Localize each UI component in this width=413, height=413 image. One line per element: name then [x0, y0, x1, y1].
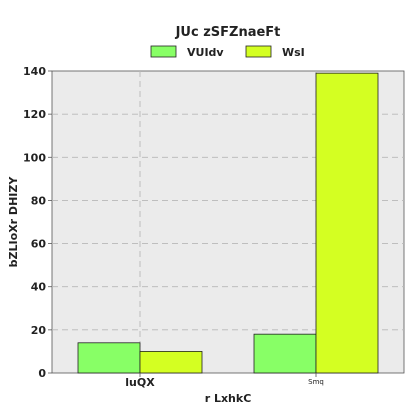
y-axis-label: bZLIoXr DHIZY [7, 176, 20, 268]
legend: VUIdv WsI [150, 45, 305, 59]
bar-1-luQX [77, 342, 141, 374]
y-tick-label: 60 [31, 238, 47, 251]
bar-2-luQX [139, 351, 203, 374]
x-axis-label: r LxhkC [205, 392, 252, 405]
y-axis-ticks: 0 20 40 60 80 100 120 140 [23, 65, 52, 380]
y-tick-label: 80 [31, 194, 47, 207]
y-tick-label: 20 [31, 324, 47, 337]
x-tick-label: Smq [308, 378, 324, 386]
y-tick-label: 0 [38, 367, 46, 380]
bar-1-Smq [253, 333, 317, 374]
y-tick-label: 120 [23, 108, 46, 121]
legend-label-series-2: WsI [282, 46, 305, 59]
chart-title: JUc zSFZnaeFt [175, 25, 281, 40]
y-tick-label: 100 [23, 151, 46, 164]
y-tick-label: 140 [23, 65, 46, 78]
legend-swatch-series-2 [245, 45, 272, 58]
x-tick-label: luQX [125, 376, 155, 389]
legend-label-series-1: VUIdv [187, 46, 224, 59]
bar-2-Smq [315, 72, 379, 374]
y-tick-label: 40 [31, 281, 47, 294]
x-axis-ticks: luQX Smq [125, 373, 324, 389]
legend-swatch-series-1 [150, 45, 177, 58]
bars [77, 72, 379, 374]
